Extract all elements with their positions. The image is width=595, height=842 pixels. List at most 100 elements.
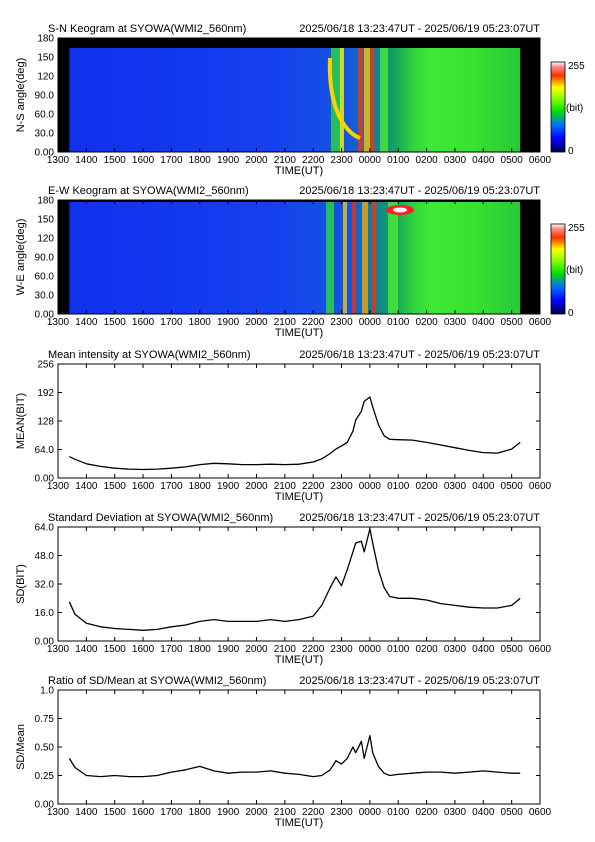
colorbar bbox=[550, 61, 566, 153]
y-tick-label: 0.00 bbox=[35, 310, 55, 321]
chart-title: S-N Keogram at SYOWA(WMI2_560nm) bbox=[48, 23, 246, 35]
x-tick-label: 1500 bbox=[104, 481, 127, 492]
x-tick-label: 2000 bbox=[245, 317, 268, 328]
x-tick-label: 2100 bbox=[274, 481, 297, 492]
x-tick-label: 2300 bbox=[330, 807, 353, 818]
x-tick-label: 2300 bbox=[330, 644, 353, 655]
x-tick-label: 1400 bbox=[75, 155, 98, 166]
keogram-aurora-streak-5 bbox=[370, 48, 374, 152]
x-tick-label: 1700 bbox=[160, 807, 183, 818]
keogram-aurora-streak-2 bbox=[343, 202, 347, 314]
x-tick-label: 2300 bbox=[330, 317, 353, 328]
x-tick-label: 0200 bbox=[415, 155, 438, 166]
x-tick-label: 1600 bbox=[132, 481, 155, 492]
keogram-image bbox=[69, 48, 521, 152]
keogram-aurora-streak-3 bbox=[352, 202, 356, 314]
y-tick-label: 0.00 bbox=[35, 800, 55, 811]
y-tick-label: 120 bbox=[37, 234, 54, 245]
x-tick-label: 0100 bbox=[387, 807, 410, 818]
x-tick-label: 0200 bbox=[415, 481, 438, 492]
x-tick-label: 0000 bbox=[359, 155, 382, 166]
colorbar-min-label: 0 bbox=[568, 146, 574, 157]
x-tick-label: 2100 bbox=[274, 317, 297, 328]
y-tick-label: 90.0 bbox=[35, 91, 55, 102]
keogram-aurora-streak-4 bbox=[364, 48, 370, 152]
keogram-aurora-streak-2 bbox=[340, 48, 344, 152]
x-tick-label: 0600 bbox=[529, 481, 552, 492]
y-tick-label: 0.50 bbox=[35, 743, 55, 754]
x-tick-label: 0000 bbox=[359, 807, 382, 818]
x-tick-label: 1300 bbox=[47, 155, 70, 166]
x-tick-label: 0300 bbox=[444, 807, 467, 818]
x-tick-label: 0200 bbox=[415, 317, 438, 328]
x-tick-label: 1300 bbox=[47, 644, 70, 655]
y-tick-label: 60.0 bbox=[35, 272, 55, 283]
plot-frame bbox=[57, 363, 541, 479]
x-tick-label: 1700 bbox=[160, 481, 183, 492]
x-tick-label: 1800 bbox=[189, 644, 212, 655]
x-tick-label: 2300 bbox=[330, 481, 353, 492]
x-tick-label: 2200 bbox=[302, 644, 325, 655]
series-line-1 bbox=[68, 734, 521, 778]
chart-time-range: 2025/06/18 13:23:47UT - 2025/06/19 05:23… bbox=[299, 349, 540, 361]
y-tick-label: 256 bbox=[37, 360, 54, 371]
x-tick-label: 1800 bbox=[189, 317, 212, 328]
x-tick-label: 1600 bbox=[132, 155, 155, 166]
x-tick-label: 2100 bbox=[274, 644, 297, 655]
x-tick-label: 1900 bbox=[217, 481, 240, 492]
x-tick-label: 0000 bbox=[359, 481, 382, 492]
x-tick-label: 2100 bbox=[274, 807, 297, 818]
x-tick-label: 0200 bbox=[415, 807, 438, 818]
y-axis-label: W-E angle(deg) bbox=[15, 219, 27, 296]
x-tick-label: 1300 bbox=[47, 481, 70, 492]
x-tick-label: 0100 bbox=[387, 155, 410, 166]
x-tick-label: 1400 bbox=[75, 481, 98, 492]
x-tick-label: 1600 bbox=[132, 317, 155, 328]
keogram-aurora-streak-6 bbox=[380, 48, 388, 152]
keogram-image bbox=[69, 202, 521, 314]
chart-panel-3: Mean intensity at SYOWA(WMI2_560nm) 2025/… bbox=[15, 349, 552, 503]
keogram-aurora-streak-5 bbox=[372, 202, 376, 314]
x-tick-label: 1900 bbox=[217, 644, 240, 655]
x-tick-label: 0300 bbox=[444, 317, 467, 328]
x-tick-label: 0500 bbox=[501, 807, 524, 818]
x-tick-label: 2200 bbox=[302, 317, 325, 328]
y-tick-label: 0.00 bbox=[35, 474, 55, 485]
x-tick-label: 2200 bbox=[302, 481, 325, 492]
x-tick-label: 2200 bbox=[302, 807, 325, 818]
chart-title: Mean intensity at SYOWA(WMI2_560nm) bbox=[48, 349, 251, 361]
x-tick-label: 0500 bbox=[501, 317, 524, 328]
x-tick-label: 2000 bbox=[245, 481, 268, 492]
x-tick-label: 0500 bbox=[501, 481, 524, 492]
colorbar-min-label: 0 bbox=[568, 308, 574, 319]
y-tick-label: 120 bbox=[37, 72, 54, 83]
x-axis-label: TIME(UT) bbox=[275, 654, 323, 666]
x-axis-label: TIME(UT) bbox=[275, 165, 323, 177]
chart-panel-1: S-N Keogram at SYOWA(WMI2_560nm) 2025/06/… bbox=[15, 23, 585, 177]
plot-frame bbox=[57, 689, 541, 805]
x-tick-label: 1400 bbox=[75, 644, 98, 655]
chart-panel-4: Standard Deviation at SYOWA(WMI2_560nm) 2… bbox=[15, 512, 552, 666]
x-tick-label: 0300 bbox=[444, 155, 467, 166]
keogram-aurora-streak-4 bbox=[362, 202, 368, 314]
x-tick-label: 1900 bbox=[217, 807, 240, 818]
x-tick-label: 1800 bbox=[189, 155, 212, 166]
x-tick-label: 2000 bbox=[245, 807, 268, 818]
y-axis-label: N-S angle(deg) bbox=[15, 58, 27, 133]
y-tick-label: 60.0 bbox=[35, 110, 55, 121]
x-tick-label: 0500 bbox=[501, 644, 524, 655]
x-tick-label: 0300 bbox=[444, 481, 467, 492]
colorbar bbox=[550, 223, 566, 315]
chart-title: Ratio of SD/Mean at SYOWA(WMI2_560nm) bbox=[48, 675, 266, 687]
x-tick-label: 2100 bbox=[274, 155, 297, 166]
x-tick-label: 0300 bbox=[444, 644, 467, 655]
chart-time-range: 2025/06/18 13:23:47UT - 2025/06/19 05:23… bbox=[299, 23, 540, 35]
y-tick-label: 180 bbox=[37, 34, 54, 45]
x-tick-label: 1700 bbox=[160, 155, 183, 166]
x-tick-label: 1300 bbox=[47, 807, 70, 818]
x-tick-label: 1300 bbox=[47, 317, 70, 328]
keogram-aurora-streak-6 bbox=[388, 202, 398, 314]
keogram-aurora-arc bbox=[327, 57, 361, 140]
y-tick-label: 0.75 bbox=[35, 714, 55, 725]
